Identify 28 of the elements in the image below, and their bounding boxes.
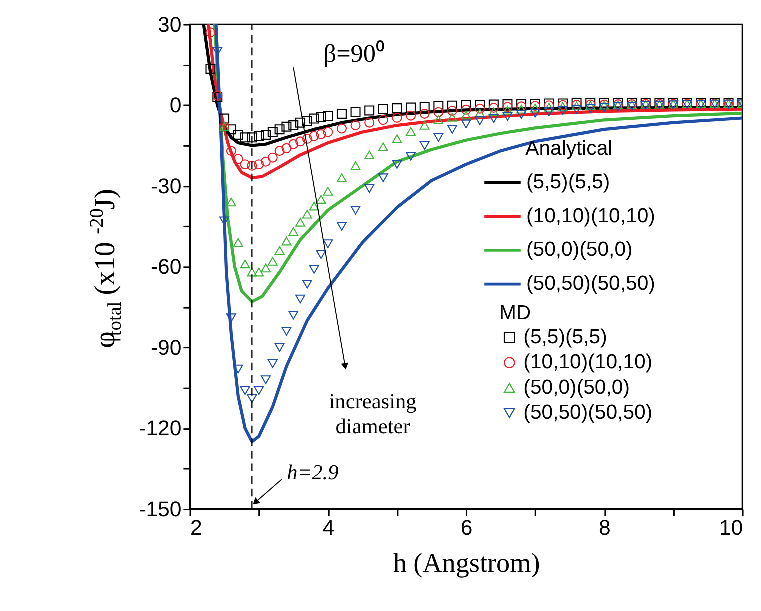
annotation: β=90⁰: [324, 40, 386, 68]
text: Analytical: [526, 138, 613, 160]
x-tick-label: 8: [598, 516, 611, 540]
x-tick-label: 4: [322, 516, 335, 540]
legend-label: (10,10)(10,10): [524, 352, 653, 374]
y-tick-label: 0: [170, 94, 182, 118]
legend-label: (10,10)(10,10): [526, 205, 656, 228]
y-tick-label: -90: [150, 336, 182, 360]
legend-label: (50,50)(50,50): [526, 273, 656, 296]
y-axis-title: φtotal (x10-20J): [86, 188, 126, 348]
y-tick-label: -150: [139, 498, 182, 522]
x-tick-label: 10: [719, 516, 744, 540]
y-tick-label: -120: [139, 416, 182, 441]
y-tick-label: -30: [150, 174, 182, 198]
x-tick-label: 6: [460, 516, 473, 540]
legend-label: (50,0)(50,0): [524, 376, 630, 399]
y-tick-label: 30: [158, 12, 182, 37]
legend-label: (5,5)(5,5): [526, 171, 610, 194]
text: MD: [499, 302, 532, 325]
line-series: [214, 24, 743, 444]
x-tick-label: 2: [190, 516, 202, 540]
x-axis-title: h (Angstrom): [393, 548, 540, 578]
annotation: increasing diameter: [329, 389, 418, 439]
ref-line-label: h=2.9: [287, 460, 340, 485]
legend-label: (50,0)(50,0): [526, 239, 633, 262]
legend-label: (5,5)(5,5): [524, 326, 608, 348]
y-tick-label: -60: [150, 255, 182, 280]
legend-label: (50,50)(50,50): [524, 402, 653, 424]
